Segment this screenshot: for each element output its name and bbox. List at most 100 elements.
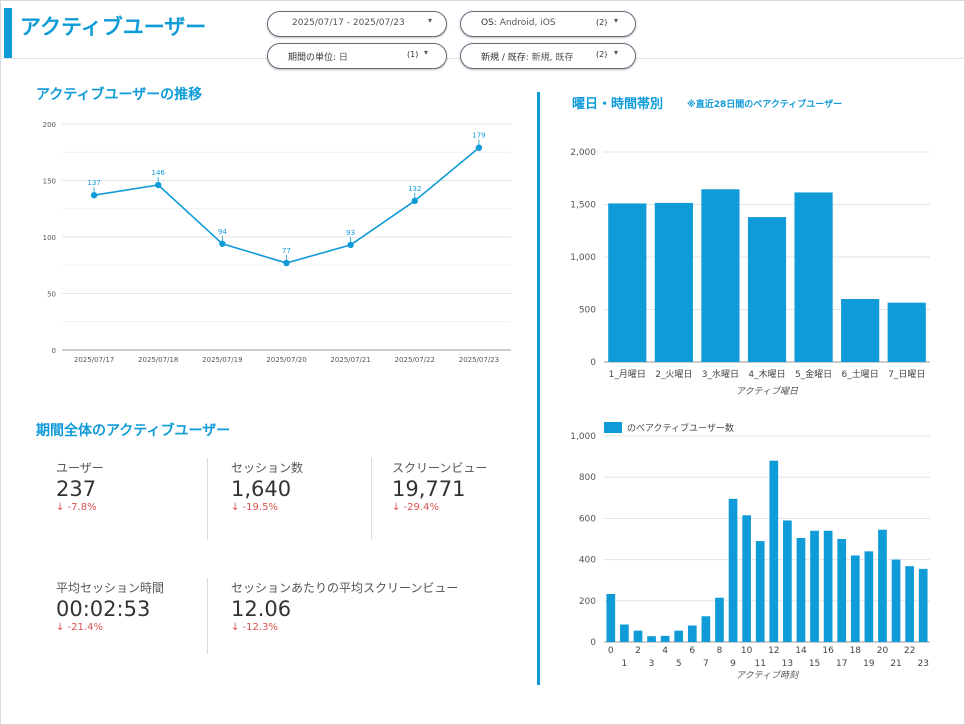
bar	[864, 551, 874, 642]
y-tick-label: 0	[590, 358, 596, 368]
period-unit-dropdown[interactable]: 期間の単位: 日 (1) ▾	[267, 43, 447, 69]
os-filter-value: : Android, iOS	[493, 18, 556, 28]
weekday-section-title: 曜日・時間帯別	[572, 97, 664, 112]
x-tick-label: 2025/07/18	[138, 356, 178, 364]
x-tick-label: 2025/07/22	[395, 356, 435, 364]
date-range-dropdown[interactable]: 2025/07/17 - 2025/07/23 ▾	[267, 11, 447, 37]
data-label: 137	[87, 179, 100, 187]
arrow-down-icon: ↓	[56, 622, 65, 633]
x-tick-label: 1_月曜日	[609, 369, 646, 380]
kpi-divider	[207, 458, 208, 540]
data-point	[411, 197, 418, 205]
arrow-down-icon: ↓	[392, 502, 401, 513]
bar	[742, 515, 751, 642]
x-tick-label: 12	[768, 646, 779, 656]
bar	[715, 597, 724, 642]
y-tick-label: 50	[47, 291, 56, 299]
x-tick-label: 4_木曜日	[748, 368, 785, 380]
data-label: 146	[152, 169, 166, 177]
bar	[796, 537, 806, 642]
data-label: 93	[346, 229, 355, 237]
bar	[905, 566, 914, 642]
date-range-value: 2025/07/17 - 2025/07/23	[292, 18, 405, 28]
title-accent-bar	[4, 8, 12, 58]
kpi-value: 12.06	[231, 597, 292, 621]
column-divider	[537, 92, 540, 685]
y-tick-label: 1,000	[570, 253, 596, 263]
bar	[660, 635, 670, 642]
kpi-delta: ↓ -29.4%	[392, 502, 439, 513]
chevron-down-icon: ▾	[614, 48, 619, 57]
x-tick-label: 5_金曜日	[795, 368, 832, 380]
bar	[620, 624, 629, 642]
bar	[850, 555, 860, 642]
bar	[608, 203, 647, 362]
chevron-down-icon: ▾	[428, 16, 433, 25]
kpi-divider	[371, 458, 372, 540]
x-tick-label: 2_火曜日	[655, 369, 692, 380]
x-tick-label: 2025/07/21	[330, 356, 370, 364]
x-tick-label: 19	[863, 659, 875, 669]
kpi-label: スクリーンビュー	[392, 461, 488, 475]
os-filter-dropdown[interactable]: OS: Android, iOS (2) ▾	[460, 11, 636, 37]
kpi-value: 00:02:53	[56, 597, 151, 621]
data-point	[155, 181, 162, 189]
x-tick-label: 15	[809, 659, 820, 669]
weekday-note: ※直近28日間のべアクティブユーザー	[687, 100, 843, 110]
bar	[841, 299, 880, 362]
new-returning-label: 新規 / 既存	[481, 53, 526, 63]
new-returning-dropdown[interactable]: 新規 / 既存: 新規, 既存 (2) ▾	[460, 43, 636, 69]
x-tick-label: 17	[836, 659, 847, 669]
arrow-down-icon: ↓	[231, 502, 240, 513]
x-tick-label: 18	[850, 646, 862, 656]
data-label: 179	[472, 132, 485, 140]
bar	[728, 498, 738, 642]
y-tick-label: 0	[590, 638, 596, 648]
y-tick-label: 200	[43, 121, 56, 129]
y-tick-label: 400	[579, 556, 596, 566]
new-returning-count: (2)	[596, 50, 608, 59]
kpi-delta: ↓ -19.5%	[231, 502, 278, 513]
y-tick-label: 150	[43, 178, 56, 186]
kpi-delta: ↓ -21.4%	[56, 622, 103, 633]
data-point	[347, 241, 354, 249]
x-axis-title: アクティブ時刻	[736, 670, 800, 681]
bar	[674, 630, 684, 642]
legend-label: のべアクティブユーザー数	[627, 422, 734, 434]
x-tick-label: 2025/07/23	[459, 356, 499, 364]
y-tick-label: 200	[579, 597, 596, 607]
x-tick-label: 8	[717, 646, 723, 656]
bar	[918, 568, 928, 642]
chevron-down-icon: ▾	[614, 16, 619, 25]
x-tick-label: 3_水曜日	[702, 368, 739, 380]
period-unit-label: 期間の単位	[288, 53, 334, 63]
bar	[755, 541, 765, 642]
bar	[794, 192, 833, 362]
bar	[654, 202, 693, 362]
arrow-down-icon: ↓	[231, 622, 240, 633]
kpi-delta: ↓ -12.3%	[231, 622, 278, 633]
bar	[837, 539, 847, 642]
bar	[891, 559, 901, 642]
y-tick-label: 1,000	[570, 432, 596, 442]
bar	[823, 530, 833, 642]
kpi-label: セッション数	[231, 461, 304, 475]
data-label: 94	[218, 228, 227, 236]
new-returning-value: : 新規, 既存	[525, 53, 574, 63]
bar	[783, 520, 792, 642]
x-tick-label: 21	[890, 659, 901, 669]
x-axis-title: アクティブ曜日	[736, 386, 799, 397]
kpi-value: 1,640	[231, 477, 292, 501]
bar	[810, 530, 819, 642]
chevron-down-icon: ▾	[424, 48, 429, 57]
x-tick-label: 5	[676, 659, 682, 669]
y-tick-label: 600	[579, 514, 596, 524]
bar	[606, 594, 616, 642]
kpi-value: 237	[56, 477, 97, 501]
bar	[701, 616, 711, 642]
bar	[747, 217, 787, 362]
x-tick-label: 4	[662, 646, 668, 656]
